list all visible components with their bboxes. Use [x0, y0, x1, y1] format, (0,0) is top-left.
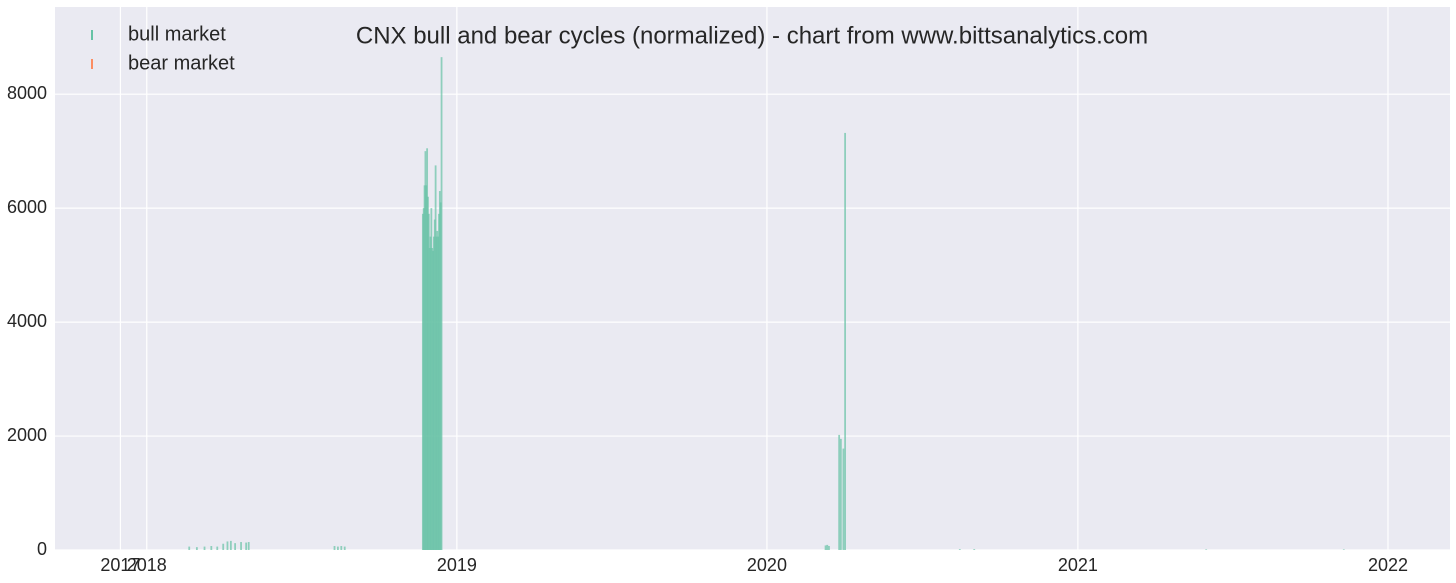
- bar: [1342, 549, 1345, 550]
- bar: [838, 434, 841, 550]
- bar: [973, 549, 976, 550]
- bar: [245, 542, 248, 550]
- bar: [229, 540, 232, 550]
- y-tick-label: 6000: [7, 197, 47, 217]
- bar: [188, 546, 191, 550]
- x-tick-label: 2018: [127, 555, 167, 575]
- bar: [234, 543, 237, 550]
- bar: [826, 544, 829, 550]
- bar: [440, 57, 443, 550]
- bar: [210, 546, 213, 550]
- bar: [333, 546, 336, 550]
- x-tick-label: 2022: [1368, 555, 1408, 575]
- bar: [1205, 549, 1208, 550]
- bar: [216, 546, 219, 550]
- bar: [337, 546, 339, 550]
- legend-label: bull market: [128, 23, 226, 45]
- bar: [824, 545, 827, 550]
- x-tick-label: 2021: [1058, 555, 1098, 575]
- bars: [188, 57, 1345, 551]
- bar: [839, 438, 842, 550]
- bar: [842, 448, 845, 550]
- grid: [55, 7, 1450, 551]
- legend: bull market bear market: [91, 23, 235, 74]
- x-tick-label: 2017: [100, 555, 140, 575]
- plot-area: [55, 7, 1450, 550]
- y-tick-label: 0: [37, 539, 47, 559]
- bar: [343, 546, 346, 550]
- bar: [828, 546, 830, 550]
- legend-marker: [91, 30, 93, 40]
- bar: [226, 541, 229, 550]
- bar: [247, 542, 250, 550]
- y-tick-label: 4000: [7, 311, 47, 331]
- bar: [958, 549, 961, 550]
- x-tick-label: 2020: [747, 555, 787, 575]
- x-tick-label: 2019: [437, 555, 477, 575]
- legend-marker: [91, 59, 93, 69]
- bar: [203, 546, 206, 550]
- y-tick-label: 8000: [7, 83, 47, 103]
- bar: [222, 543, 225, 550]
- y-tick-label: 2000: [7, 425, 47, 445]
- bar: [340, 546, 343, 550]
- bar: [240, 542, 242, 550]
- bar: [195, 547, 198, 550]
- legend-label: bear market: [128, 52, 235, 74]
- chart-title: CNX bull and bear cycles (normalized) - …: [356, 22, 1148, 49]
- bar: [844, 132, 847, 550]
